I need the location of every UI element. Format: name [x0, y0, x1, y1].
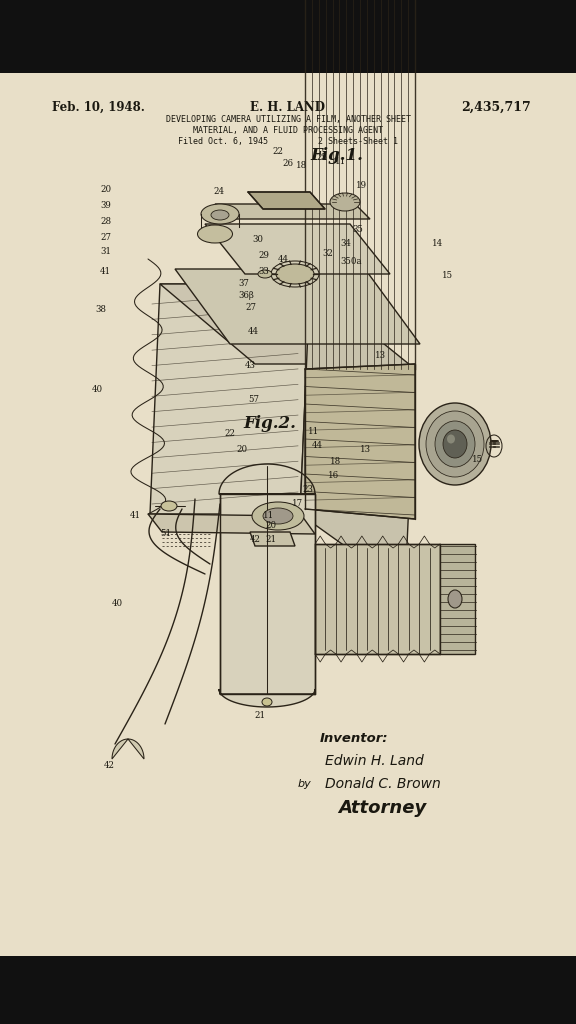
- Text: 40: 40: [92, 384, 103, 393]
- Text: 57: 57: [248, 394, 259, 403]
- Polygon shape: [440, 544, 475, 654]
- Text: E. H. LAND: E. H. LAND: [251, 101, 325, 114]
- Ellipse shape: [252, 502, 304, 530]
- Ellipse shape: [161, 501, 177, 511]
- Text: Fig.1.: Fig.1.: [310, 147, 363, 165]
- Ellipse shape: [330, 193, 360, 211]
- Text: 38: 38: [95, 304, 106, 313]
- Polygon shape: [148, 514, 315, 534]
- Text: 44: 44: [278, 256, 289, 264]
- Ellipse shape: [258, 270, 272, 278]
- Polygon shape: [305, 364, 415, 519]
- Text: Inventor:: Inventor:: [320, 732, 388, 745]
- Ellipse shape: [201, 204, 239, 224]
- Text: 29: 29: [258, 252, 269, 260]
- Text: 15: 15: [472, 455, 483, 464]
- Ellipse shape: [448, 590, 462, 608]
- Text: 21: 21: [254, 712, 265, 721]
- Ellipse shape: [435, 421, 475, 467]
- Text: 41: 41: [100, 267, 111, 276]
- Text: 20: 20: [265, 521, 276, 530]
- Text: 20: 20: [100, 184, 111, 194]
- Text: Fig.2.: Fig.2.: [244, 416, 297, 432]
- Text: 42: 42: [250, 536, 261, 545]
- Text: 33: 33: [258, 267, 269, 276]
- Text: Donald C. Brown: Donald C. Brown: [325, 777, 441, 791]
- Text: 24: 24: [213, 186, 224, 196]
- Text: 51: 51: [160, 529, 171, 539]
- Polygon shape: [150, 284, 310, 514]
- Text: 28: 28: [100, 217, 111, 226]
- Text: 22: 22: [272, 147, 283, 157]
- Text: 30: 30: [252, 236, 263, 245]
- Ellipse shape: [262, 698, 272, 706]
- Text: 18: 18: [296, 162, 307, 171]
- Text: 35: 35: [352, 224, 363, 233]
- Polygon shape: [160, 284, 405, 364]
- Text: by: by: [298, 779, 312, 790]
- Text: 34: 34: [340, 240, 351, 249]
- Text: 20: 20: [236, 445, 247, 455]
- Text: 31: 31: [100, 247, 111, 256]
- Text: 22: 22: [224, 429, 235, 438]
- Text: 21: 21: [265, 536, 276, 545]
- Text: Filed Oct. 6, 1945          2 Sheets-Sheet 1: Filed Oct. 6, 1945 2 Sheets-Sheet 1: [178, 137, 398, 146]
- Text: 16: 16: [328, 471, 339, 480]
- Polygon shape: [175, 269, 420, 344]
- Text: 11: 11: [308, 427, 319, 436]
- Ellipse shape: [419, 403, 491, 485]
- Text: 23: 23: [302, 484, 313, 494]
- Text: 39: 39: [100, 202, 111, 211]
- Polygon shape: [112, 739, 144, 759]
- Text: MATERIAL, AND A FLUID PROCESSING AGENT: MATERIAL, AND A FLUID PROCESSING AGENT: [193, 126, 383, 135]
- Ellipse shape: [276, 264, 314, 284]
- Polygon shape: [250, 532, 295, 546]
- Text: 37: 37: [238, 280, 249, 289]
- Text: Attorney: Attorney: [338, 799, 426, 817]
- Text: DEVELOPING CAMERA UTILIZING A FILM, ANOTHER SHEET: DEVELOPING CAMERA UTILIZING A FILM, ANOT…: [165, 115, 411, 124]
- Ellipse shape: [447, 434, 455, 443]
- Text: 42: 42: [104, 762, 115, 770]
- Text: 44: 44: [248, 327, 259, 336]
- Polygon shape: [315, 544, 440, 654]
- Polygon shape: [300, 284, 415, 589]
- Text: 40: 40: [112, 599, 123, 608]
- Polygon shape: [220, 494, 315, 694]
- Bar: [0, 73, 576, 956]
- Polygon shape: [205, 224, 390, 274]
- Text: 27: 27: [100, 232, 111, 242]
- Text: 14: 14: [432, 240, 443, 249]
- Text: Feb. 10, 1948.: Feb. 10, 1948.: [52, 101, 145, 114]
- Ellipse shape: [198, 225, 233, 243]
- Text: 18: 18: [330, 458, 341, 467]
- Text: 19: 19: [356, 181, 367, 190]
- Text: Edwin H. Land: Edwin H. Land: [325, 754, 424, 768]
- Polygon shape: [219, 689, 315, 707]
- Text: 32: 32: [322, 250, 333, 258]
- Text: 11: 11: [335, 158, 346, 167]
- Text: 27: 27: [245, 303, 256, 312]
- Ellipse shape: [263, 508, 293, 524]
- Ellipse shape: [443, 430, 467, 458]
- Ellipse shape: [211, 210, 229, 220]
- Text: 2,435,717: 2,435,717: [461, 101, 531, 114]
- Text: 17: 17: [292, 500, 303, 509]
- Text: 26: 26: [282, 160, 293, 169]
- Text: 11: 11: [263, 512, 274, 520]
- Text: 43: 43: [245, 361, 256, 371]
- Text: 25: 25: [316, 154, 327, 163]
- Text: 36β: 36β: [238, 292, 254, 300]
- Text: 350a: 350a: [340, 257, 362, 266]
- Text: 13: 13: [375, 351, 386, 360]
- Ellipse shape: [426, 411, 484, 477]
- Text: 15: 15: [442, 271, 453, 281]
- Text: 41: 41: [130, 512, 141, 520]
- Polygon shape: [248, 193, 325, 209]
- Polygon shape: [215, 204, 370, 219]
- Text: 44: 44: [312, 441, 323, 451]
- Text: 13: 13: [360, 444, 371, 454]
